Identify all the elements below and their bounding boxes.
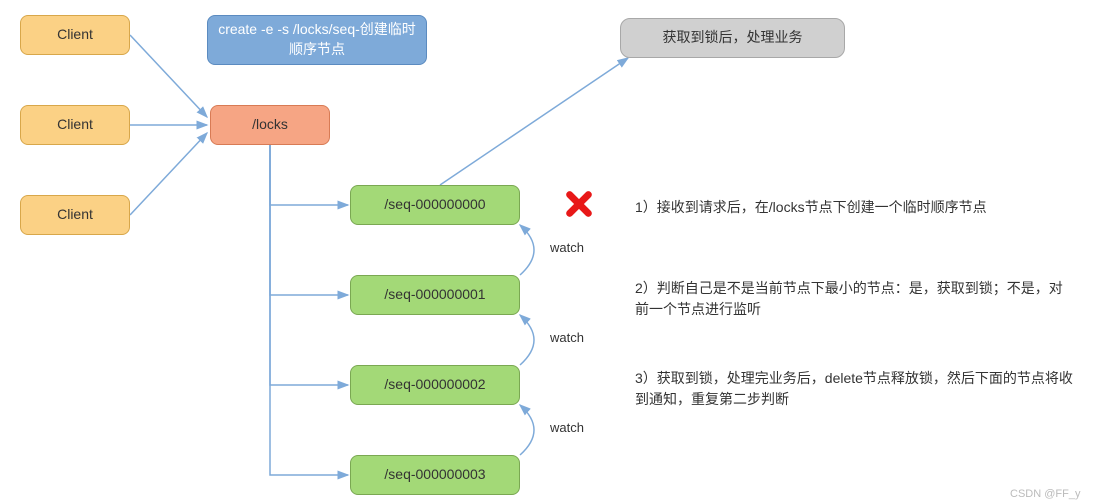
- process-business-box: 获取到锁后，处理业务: [620, 18, 845, 58]
- diagram-canvas: Client Client Client create -e -s /locks/s…: [0, 0, 1097, 503]
- watch-label-1: watch: [550, 330, 584, 345]
- seq-node-3: /seq-000000003: [350, 455, 520, 495]
- watch-label-0: watch: [550, 240, 584, 255]
- seq-node-0: /seq-000000000: [350, 185, 520, 225]
- step-text-2: 2）判断自己是不是当前节点下最小的节点：是，获取到锁；不是，对前一个节点进行监听: [635, 278, 1075, 320]
- watermark: CSDN @FF_y: [1010, 488, 1080, 500]
- seq-node-1: /seq-000000001: [350, 275, 520, 315]
- watch-label-2: watch: [550, 420, 584, 435]
- client-box-2: Client: [20, 195, 130, 235]
- locks-node-box: /locks: [210, 105, 330, 145]
- client-box-0: Client: [20, 15, 130, 55]
- step-text-3: 3）获取到锁，处理完业务后，delete节点释放锁，然后下面的节点将收到通知，重…: [635, 368, 1075, 410]
- edges-svg: [0, 0, 1097, 503]
- step-text-1: 1）接收到请求后，在/locks节点下创建一个临时顺序节点: [635, 197, 1075, 218]
- create-command-box: create -e -s /locks/seq-创建临时顺序节点: [207, 15, 427, 65]
- seq-node-2: /seq-000000002: [350, 365, 520, 405]
- client-box-1: Client: [20, 105, 130, 145]
